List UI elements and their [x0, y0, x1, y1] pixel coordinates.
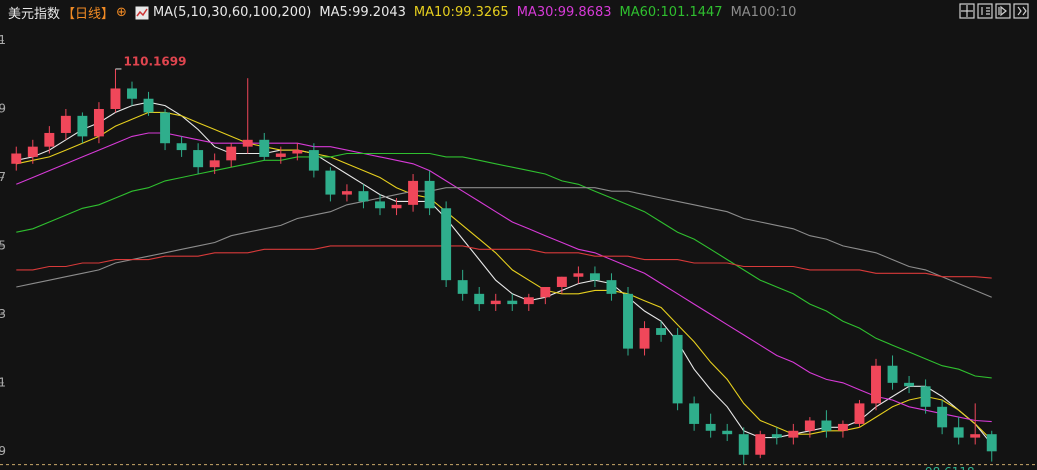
candle-body: [589, 273, 600, 281]
candle-body: [457, 280, 468, 294]
candle-body: [275, 153, 286, 157]
candle-body: [209, 160, 220, 168]
y-tick-label: 103: [0, 307, 6, 321]
legend-entry: MA30:99.8683: [516, 5, 612, 20]
candle-body: [325, 170, 336, 195]
candle-body: [160, 112, 171, 144]
candle-body: [226, 146, 237, 161]
candle-body: [523, 297, 534, 305]
candle-body: [93, 109, 104, 137]
candle-body: [970, 434, 981, 438]
candle-body: [44, 132, 55, 147]
candle-body: [656, 328, 667, 335]
candle-body: [639, 328, 650, 349]
candle-body: [424, 180, 435, 209]
candle-body: [27, 146, 38, 157]
period-label[interactable]: 【日线】: [62, 7, 115, 22]
candle-body: [871, 365, 881, 404]
candle-body: [920, 386, 931, 407]
candle-body: [854, 403, 865, 424]
candle-body: [887, 365, 898, 383]
candle-body: [689, 403, 700, 424]
candle-body: [259, 139, 270, 157]
candle-body: [804, 420, 815, 431]
candle-body: [474, 293, 485, 305]
candle-body: [77, 115, 88, 137]
candle-body: [391, 204, 402, 209]
candle-body: [143, 98, 154, 113]
candle-body: [341, 191, 352, 195]
indicator-icon[interactable]: [135, 6, 149, 20]
candle-body: [937, 406, 948, 428]
ma-line: [16, 132, 992, 423]
candle-body: [953, 427, 964, 438]
candle-body: [408, 180, 419, 205]
candle-body: [771, 434, 782, 438]
y-tick-label: 109: [0, 102, 6, 116]
candle-body: [292, 150, 303, 154]
legend-entry: MA10:99.3265: [413, 5, 509, 20]
candle-body: [606, 280, 617, 294]
ma-line: [16, 152, 992, 379]
candle-body: [788, 430, 799, 438]
y-tick-label: 105: [0, 238, 6, 252]
y-tick-label: 111: [0, 33, 6, 47]
candle-body: [837, 423, 848, 431]
toolbar-icons: [959, 3, 1029, 19]
y-tick-label: 99: [0, 444, 6, 458]
candle-body: [821, 420, 832, 431]
legend-entry: MA5:99.2043: [319, 5, 406, 20]
candle-body: [986, 434, 997, 452]
ma-line: [16, 111, 993, 441]
ma-line: [16, 101, 993, 445]
candle-body: [490, 300, 501, 305]
candle-body: [705, 423, 716, 431]
candle-body: [176, 143, 187, 151]
icon-crosshair[interactable]: [959, 3, 975, 19]
icon-play[interactable]: [995, 3, 1011, 19]
chart-header: 美元指数 【日线】 ⊕ MA(5,10,30,60,100,200) MA5:9…: [8, 3, 796, 22]
legend-entry: MA60:101.1447: [619, 5, 723, 20]
low-annotation: 98.6118: [925, 465, 975, 470]
icon-settings[interactable]: [1013, 3, 1029, 19]
candle-body: [60, 115, 71, 133]
candle-body: [127, 88, 137, 99]
candle-body: [672, 334, 683, 404]
candle-body: [738, 434, 749, 455]
candle-body: [11, 153, 22, 164]
icon-layout[interactable]: [977, 3, 993, 19]
candle-body: [193, 150, 204, 168]
y-tick-label: 101: [0, 375, 6, 389]
candle-body: [242, 139, 253, 147]
ma-line: [16, 187, 992, 298]
add-icon[interactable]: ⊕: [116, 5, 127, 20]
candle-body: [623, 293, 633, 349]
candle-body: [375, 201, 385, 209]
candle-body: [308, 150, 319, 171]
candle-body: [110, 88, 121, 109]
candle-body: [540, 287, 551, 298]
legend-entry: MA100:10: [730, 5, 797, 20]
candle-body: [556, 276, 567, 287]
ma-line: [16, 245, 992, 279]
high-annotation: 110.1699: [123, 54, 186, 68]
candle-body: [722, 430, 733, 435]
y-tick-label: 107: [0, 170, 6, 184]
candle-body: [441, 208, 452, 281]
candle-body: [904, 382, 915, 387]
candle-body: [358, 191, 369, 202]
indicator-label: MA(5,10,30,60,100,200): [152, 5, 312, 20]
candle-body: [507, 300, 518, 305]
instrument-title: 美元指数: [8, 7, 61, 22]
candle-body: [573, 273, 584, 277]
candle-body: [755, 434, 766, 455]
